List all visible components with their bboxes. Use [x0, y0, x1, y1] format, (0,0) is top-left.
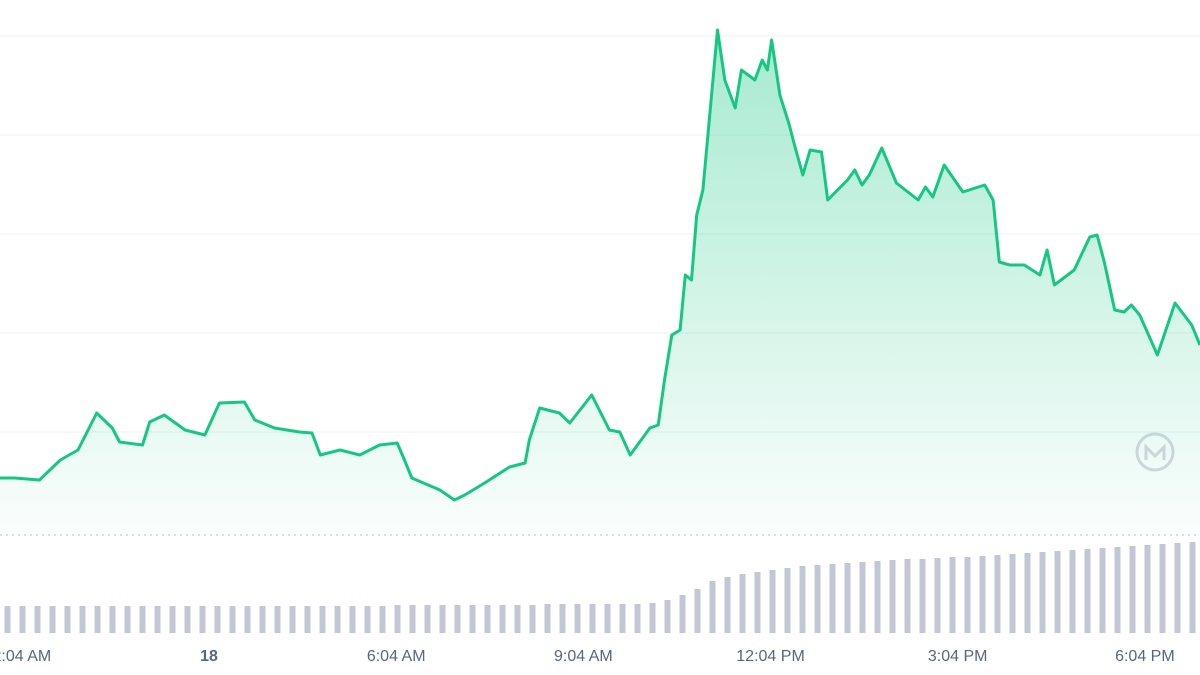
volume-bar [154, 606, 161, 633]
price-line [0, 28, 1200, 502]
volume-bar [1114, 547, 1121, 633]
volume-bar [1054, 551, 1061, 633]
x-axis: 2:04 AM 18 6:04 AM 9:04 AM 12:04 PM 3:04 PM 6:… [0, 648, 1175, 665]
volume-bar [34, 606, 41, 633]
volume-bar [799, 566, 806, 633]
volume-bar [79, 606, 86, 633]
x-tick-label: 6:04 PM [1115, 648, 1175, 665]
volume-bar [1159, 544, 1166, 633]
volume-bar [1009, 554, 1016, 633]
volume-bar [199, 606, 206, 633]
volume-bar [559, 604, 566, 633]
volume-bar [94, 606, 101, 633]
volume-bar [694, 589, 701, 633]
volume-bar [139, 606, 146, 633]
volume-bar [229, 606, 236, 633]
volume-bar [709, 581, 716, 633]
volume-bar [1039, 552, 1046, 633]
x-tick-label: 12:04 PM [736, 648, 804, 665]
volume-bars [4, 542, 1196, 633]
volume-bar [814, 565, 821, 633]
volume-bar [634, 604, 641, 633]
volume-bar [109, 606, 116, 633]
volume-bar [769, 570, 776, 633]
volume-bar [364, 606, 371, 633]
volume-bar [1144, 545, 1151, 633]
volume-bar [619, 604, 626, 633]
x-tick-label: 6:04 AM [367, 648, 426, 665]
volume-bar [169, 606, 176, 633]
volume-bar [244, 606, 251, 633]
x-tick-label: 18 [200, 648, 218, 665]
volume-bar [259, 606, 266, 633]
volume-bar [274, 606, 281, 633]
volume-bar [949, 557, 956, 633]
volume-bar [1189, 542, 1196, 633]
volume-bar [469, 605, 476, 633]
volume-bar [934, 558, 941, 633]
volume-bar [829, 564, 836, 633]
price-plot [0, 28, 1200, 535]
volume-bar [304, 606, 311, 633]
volume-bar [4, 606, 11, 633]
volume-bar [454, 605, 461, 633]
volume-bar [589, 604, 596, 633]
volume-bar [1129, 546, 1136, 633]
volume-bar [424, 605, 431, 633]
volume-bar [19, 606, 26, 633]
watermark-logo [1135, 432, 1175, 472]
volume-bar [919, 559, 926, 633]
volume-bar [874, 561, 881, 633]
volume-bar [514, 605, 521, 633]
volume-bar [289, 606, 296, 633]
volume-bar [679, 595, 686, 633]
volume-bar [739, 574, 746, 633]
volume-bar [529, 605, 536, 633]
volume-bar [649, 603, 656, 633]
volume-bar [49, 606, 56, 633]
volume-bar [439, 605, 446, 633]
volume-bar [409, 605, 416, 633]
volume-bar [784, 568, 791, 633]
volume-bar [64, 606, 71, 633]
volume-bar [754, 572, 761, 633]
volume-bar [184, 606, 191, 633]
price-area [0, 30, 1200, 535]
volume-bar [1024, 553, 1031, 633]
x-tick-label: 9:04 AM [554, 648, 613, 665]
volume-bar [664, 600, 671, 633]
volume-bar [574, 604, 581, 633]
volume-bar [334, 606, 341, 633]
volume-bar [394, 605, 401, 633]
volume-bar [124, 606, 131, 633]
volume-bar [844, 563, 851, 633]
volume-bar [349, 606, 356, 633]
volume-bar [859, 562, 866, 633]
volume-bar [319, 606, 326, 633]
volume-bar [484, 605, 491, 633]
volume-bar [499, 605, 506, 633]
volume-bar [889, 560, 896, 633]
volume-bar [379, 606, 386, 633]
volume-bar [1084, 549, 1091, 633]
x-tick-label: 3:04 PM [928, 648, 988, 665]
volume-bar [214, 606, 221, 633]
volume-bar [1174, 543, 1181, 633]
volume-bar [979, 556, 986, 633]
volume-bar [964, 557, 971, 633]
volume-bar [1069, 550, 1076, 633]
volume-bar [724, 577, 731, 633]
volume-bar [904, 559, 911, 633]
volume-bar [1099, 548, 1106, 633]
volume-bar [994, 555, 1001, 633]
volume-bar [544, 604, 551, 633]
x-tick-label: 2:04 AM [0, 648, 51, 665]
volume-bar [604, 604, 611, 633]
